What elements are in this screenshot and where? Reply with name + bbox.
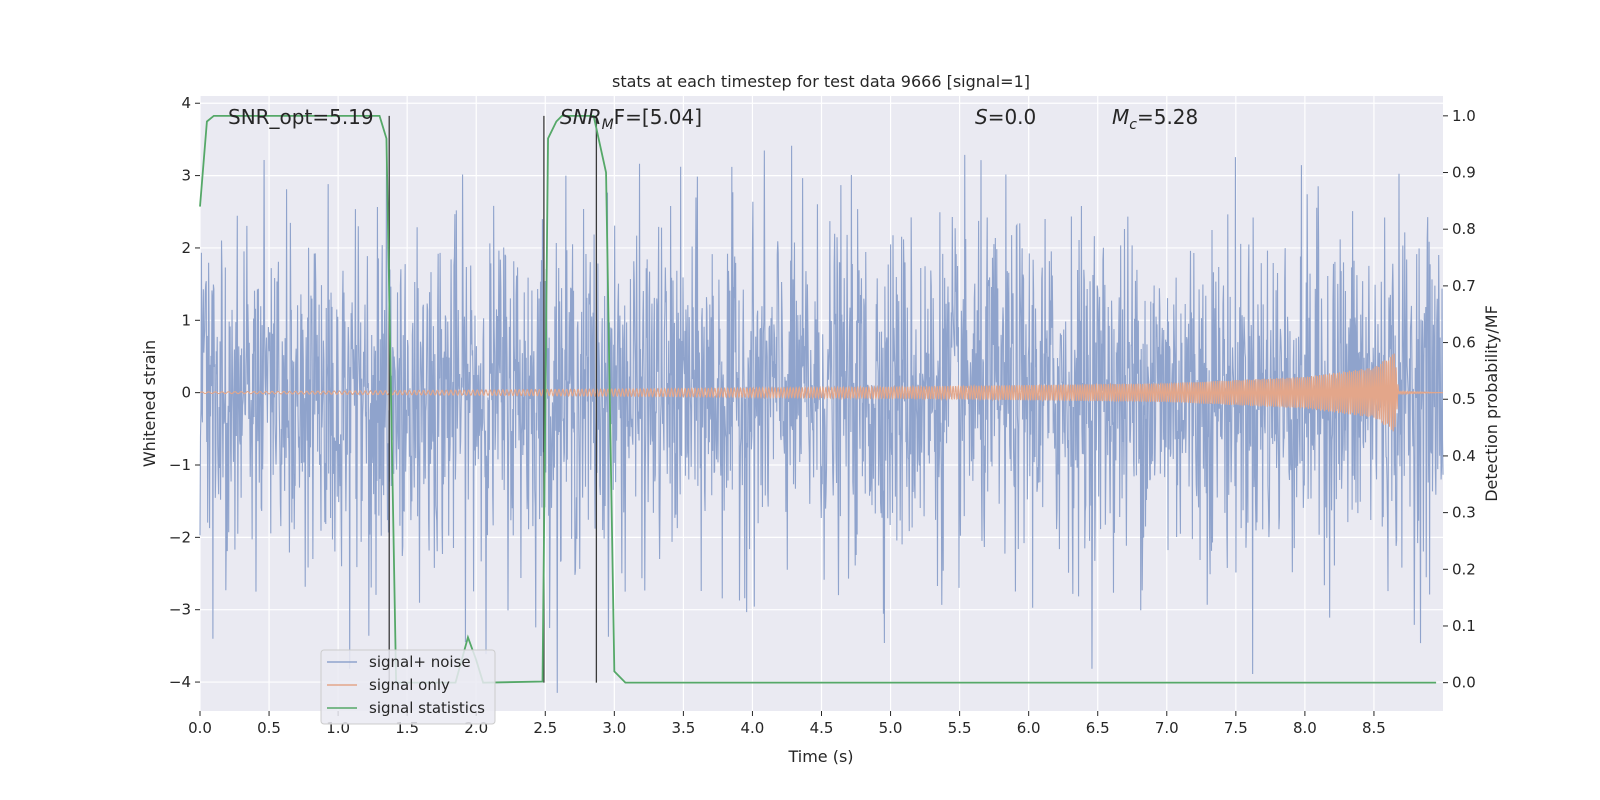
annotation-snr-opt: SNR_opt=5.19 [228,105,374,129]
legend: signal+ noise signal only signal statist… [320,649,496,725]
y-left-tick-label-2: 2 [181,239,191,257]
annotation-snr-opt-value: 5.19 [329,105,374,129]
y-right-tick-label-0: 1.0 [1452,107,1476,125]
axes-layer: 0.0 0.5 1.0 1.5 2.0 2.5 3.0 3.5 4.0 4.5 5.0 5.5 6.0 6… [169,94,1476,737]
y-left-tick-label-7: −3 [169,601,191,619]
y-left-tick-label-8: −4 [169,673,191,691]
x-tick-label-0: 0.0 [188,719,212,737]
x-tick-label-1: 0.5 [257,719,281,737]
x-tick-label-8: 4.0 [741,719,765,737]
x-tick-label-14: 7.0 [1155,719,1179,737]
y-axis-label-left: Whitened strain [140,340,159,467]
y-left-tick-label-5: −1 [169,456,191,474]
y-right-tick-label-9: 0.1 [1452,617,1476,635]
x-tick-label-11: 5.5 [948,719,972,737]
y-right-tick-label-4: 0.6 [1452,334,1476,352]
annotation-mc-sub: c [1129,117,1137,133]
y-axis-label-right: Detection probability/MF [1482,305,1501,502]
annotation-mc-suffix: =5.28 [1137,105,1198,129]
x-tick-label-13: 6.5 [1086,719,1110,737]
x-axis-label: Time (s) [787,747,853,766]
x-tick-label-9: 4.5 [810,719,834,737]
annotation-snr-mf-suffix: F=[5.04] [614,105,702,129]
legend-label-signal-statistics: signal statistics [369,699,485,717]
y-left-tick-label-6: −2 [169,528,191,546]
series-signal-only-line [199,353,1444,432]
x-tick-label-6: 3.0 [602,719,626,737]
y-right-tick-label-8: 0.2 [1452,560,1476,578]
y-right-tick-label-5: 0.5 [1452,390,1476,408]
legend-label-signal-only: signal only [369,676,450,694]
annotation-s-stat-suffix: =0.0 [988,105,1037,129]
annotation-mc: Mc=5.28 [1112,105,1198,133]
annotation-mc-base: M [1112,105,1129,129]
series-signal-noise-line [199,139,1444,693]
annotation-snr-mf-base: SNR [560,105,602,129]
y-right-tick-label-3: 0.7 [1452,277,1476,295]
annotation-snr-mf-sub: M [602,117,614,133]
y-right-tick-label-10: 0.0 [1452,674,1476,692]
x-tick-label-12: 6.0 [1017,719,1041,737]
annotation-snr-opt-prefix: SNR_opt= [228,105,329,129]
y-right-tick-label-1: 0.9 [1452,164,1476,182]
y-right-tick-label-7: 0.3 [1452,504,1476,522]
x-tick-label-10: 5.0 [879,719,903,737]
y-left-tick-label-4: 0 [181,384,191,402]
x-tick-label-17: 8.5 [1362,719,1386,737]
x-tick-label-7: 3.5 [671,719,695,737]
y-left-tick-label-1: 3 [181,167,191,185]
annotation-s-stat-base: S [975,105,988,129]
x-tick-label-16: 8.0 [1293,719,1317,737]
x-tick-label-15: 7.5 [1224,719,1248,737]
legend-label-signal-noise: signal+ noise [369,653,471,671]
annotation-snr-mf: SNRMF=[5.04] [560,105,702,133]
y-right-tick-label-6: 0.4 [1452,447,1476,465]
x-tick-label-5: 2.5 [533,719,557,737]
y-left-tick-label-0: 4 [181,94,191,112]
y-left-tick-label-3: 1 [181,311,191,329]
annotation-s-stat: S=0.0 [975,105,1036,129]
y-right-tick-label-2: 0.8 [1452,220,1476,238]
legend-box [320,649,496,725]
chart-title: stats at each timestep for test data 966… [612,72,1030,91]
